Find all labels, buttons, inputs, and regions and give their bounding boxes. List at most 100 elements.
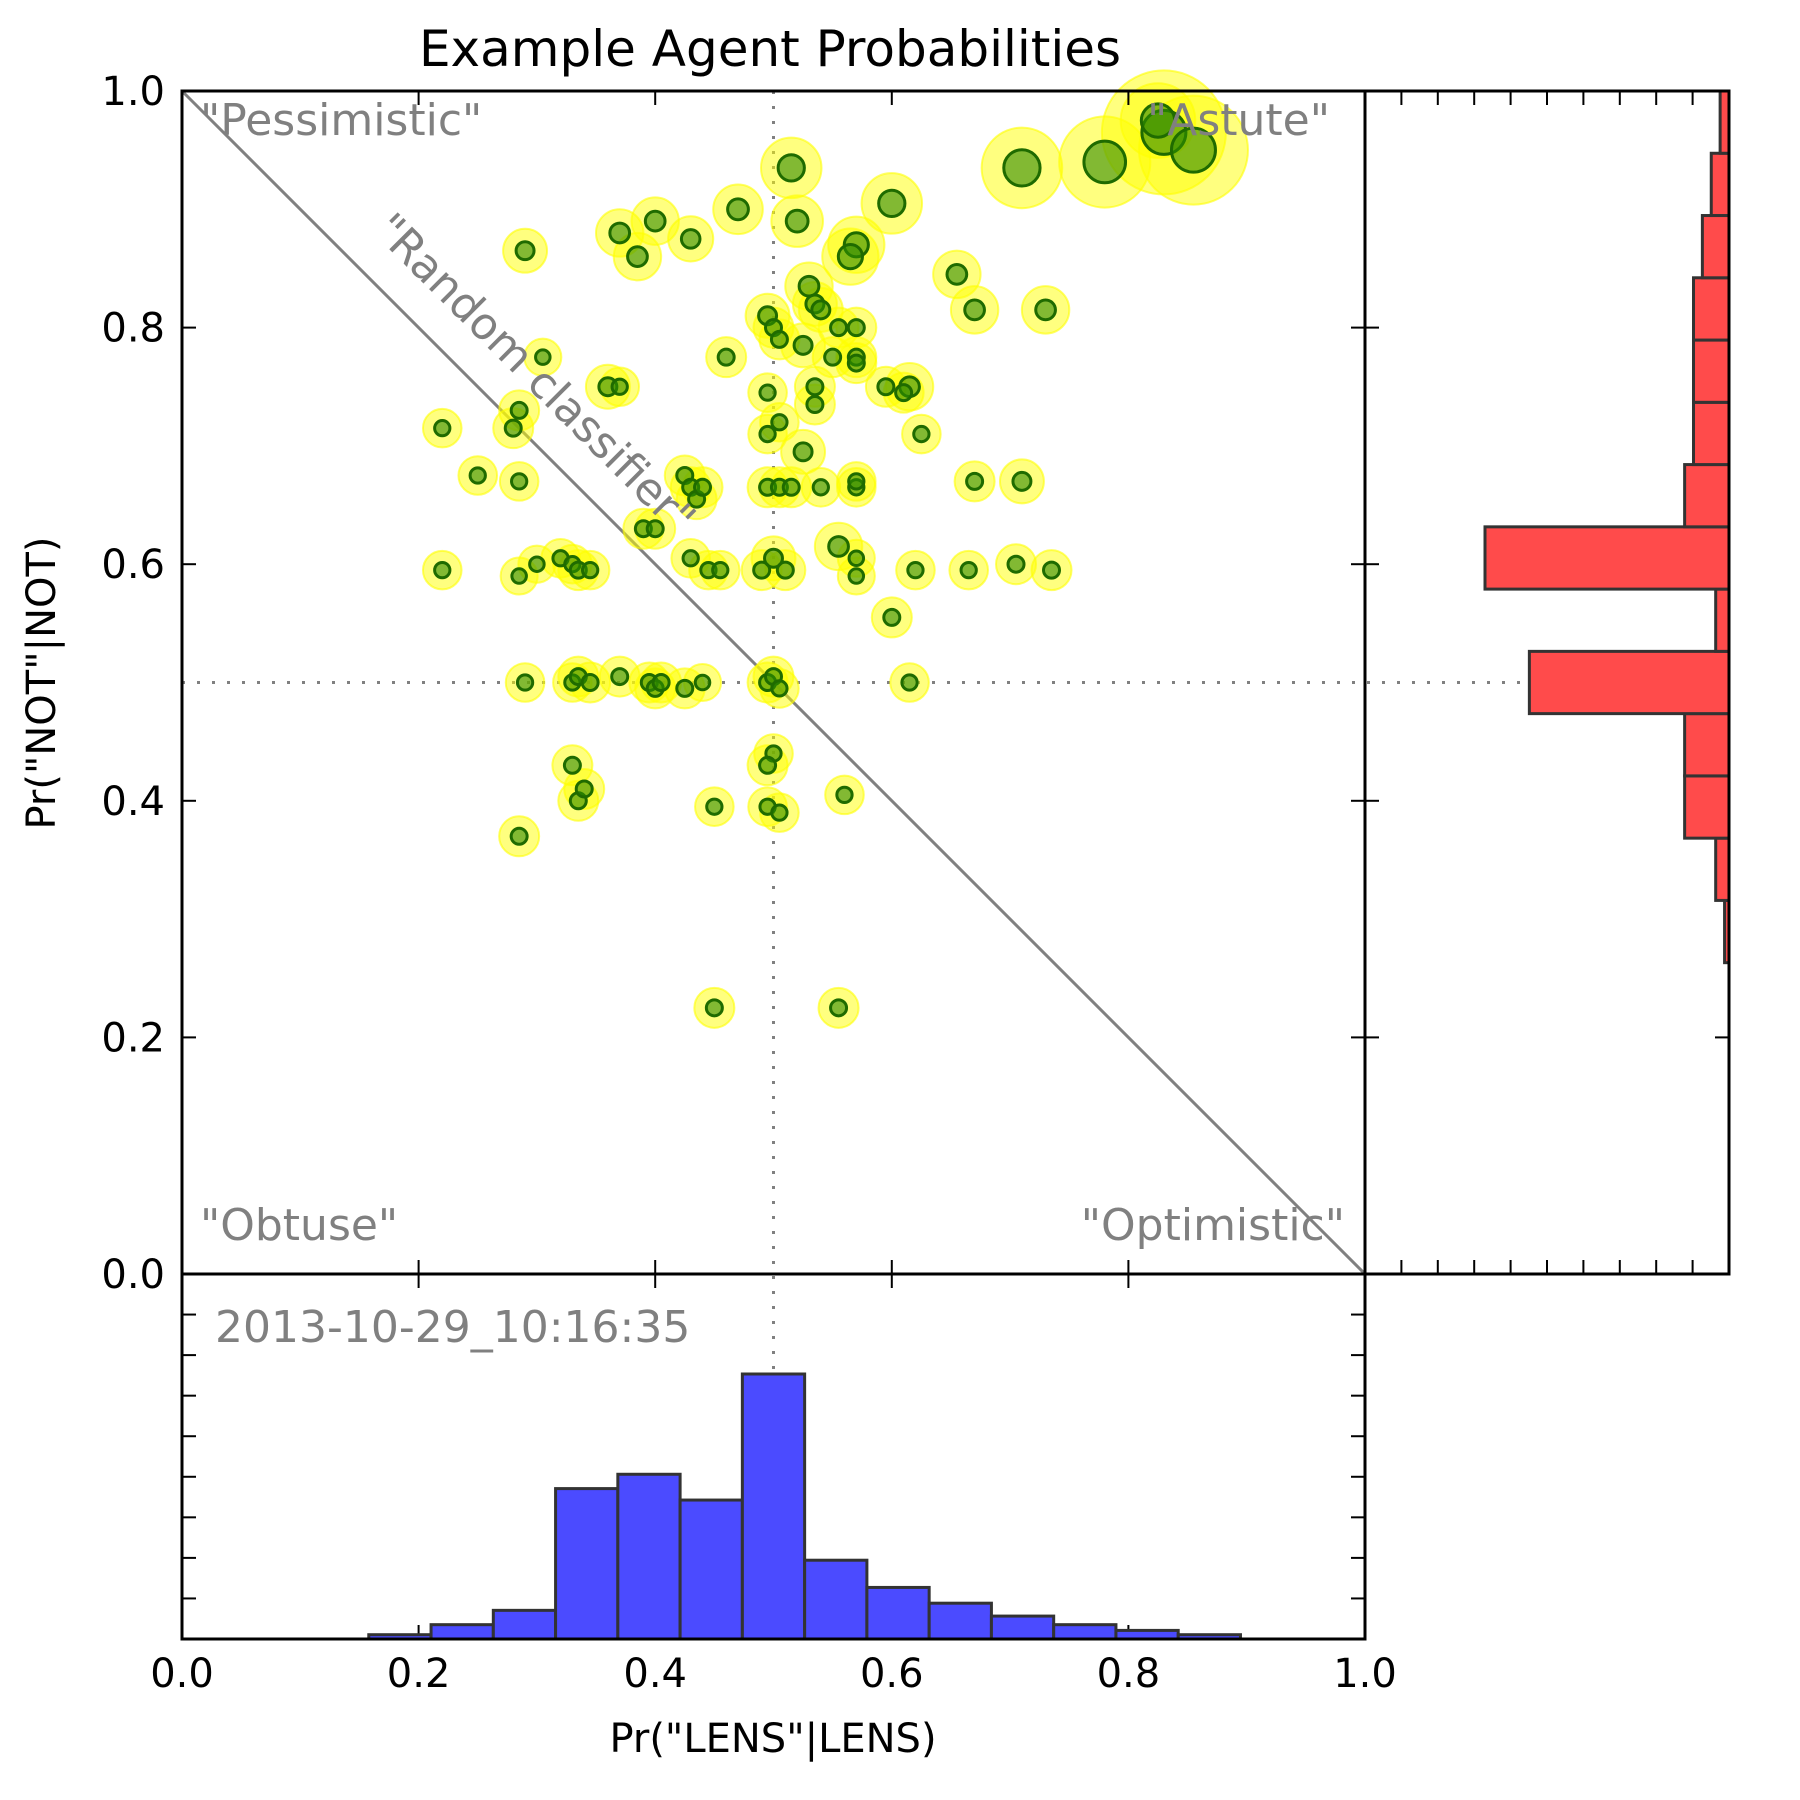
x-tick-label: 0.2 [387,1651,451,1697]
data-point [900,673,919,692]
x-histogram-ticks [182,1313,1365,1600]
data-point [846,353,866,373]
data-point [610,667,630,687]
x-histogram-bar [554,1487,620,1641]
y-tick-label: 0.6 [101,542,165,588]
data-point [681,549,700,568]
y-axis-title: Pr("NOT"|NOT) [19,536,65,829]
data-point [882,607,902,627]
y-tick-label: 0.0 [101,1252,165,1298]
data-point [610,377,629,396]
data-point [775,560,795,580]
data-point [847,472,866,491]
data-point [608,221,632,245]
y-histogram-bar [1483,525,1731,591]
x-axis-title: Pr("LENS"|LENS) [609,1716,936,1762]
x-tick-label: 0.6 [860,1651,924,1697]
data-point [679,228,702,250]
data-point [705,797,724,816]
y-histogram-bar [1692,338,1731,404]
y-histogram-bar [1683,712,1731,778]
data-point [829,998,849,1018]
y-histogram-bar [1700,214,1731,280]
annotation-optimistic: "Optimistic" [1081,1200,1345,1251]
data-point [643,209,667,233]
chart-title: Example Agent Probabilities [419,20,1121,78]
data-point [580,673,600,692]
data-point [827,535,850,558]
data-point [836,243,864,271]
y-histogram-bar [1692,276,1731,342]
y-tick-label: 1.0 [101,69,165,115]
data-point [959,560,978,580]
data-point [805,377,825,397]
data-point [515,673,535,692]
data-point [726,197,750,222]
data-point [805,394,825,414]
data-point [1034,298,1057,322]
data-point [528,555,546,573]
annotation-astute: "Astute" [1147,95,1330,146]
x-histogram-bar [803,1558,869,1641]
data-point [823,347,843,367]
data-point [534,348,552,366]
data-point [651,673,671,692]
data-point [846,318,866,338]
y-histogram-bar [1683,463,1731,529]
data-point [945,263,969,286]
data-point [433,560,452,580]
x-histogram-bar [927,1601,993,1641]
data-point [1169,126,1217,174]
x-histogram-bar [678,1498,744,1641]
x-histogram-bar [429,1623,495,1641]
data-point [776,153,806,183]
data-point [711,560,730,580]
data-point [514,240,536,262]
data-point [965,471,985,491]
data-point [1139,102,1177,139]
x-tick-label: 0.0 [150,1651,214,1697]
data-point [562,755,582,775]
x-histogram-bar [740,1372,807,1641]
x-histogram: 2013-10-29_10:16:35 [180,1272,1367,1641]
data-point [770,413,789,432]
y-histogram [1363,89,1731,1276]
data-point [770,679,789,698]
data-point [693,673,712,692]
data-point [510,472,529,491]
y-tick-label: 0.4 [101,779,165,825]
data-point [763,547,784,569]
data-point [626,245,649,268]
y-tick-label: 0.8 [101,306,165,352]
y-histogram-bar [1692,400,1731,467]
data-point [769,329,789,349]
y-histogram-bar [1714,587,1731,653]
data-point [510,567,528,585]
data-point [792,441,814,463]
data-point [758,424,777,444]
x-histogram-bar [491,1608,558,1641]
y-histogram-bar [1714,836,1731,902]
annotation-obtuse: "Obtuse" [200,1200,398,1251]
data-point [792,334,814,356]
y-histogram-bars [1483,89,1731,965]
x-histogram-bar [616,1472,682,1641]
data-point [781,477,801,497]
data-point [963,298,986,322]
data-point [758,383,777,402]
scatter-points [421,69,1249,1029]
data-point [675,678,695,698]
y-histogram-ticks [1400,91,1694,1274]
data-point [704,998,724,1018]
data-point [770,803,789,822]
y-histogram-bar [1683,774,1731,840]
data-point [829,318,849,338]
data-point [1011,470,1033,492]
annotation-pessimistic: "Pessimistic" [200,95,482,146]
y-histogram-bar [1527,649,1731,716]
x-histogram-bars [367,1372,1242,1641]
data-point [509,826,529,846]
x-histogram-bar [865,1585,931,1641]
data-point [847,567,866,585]
